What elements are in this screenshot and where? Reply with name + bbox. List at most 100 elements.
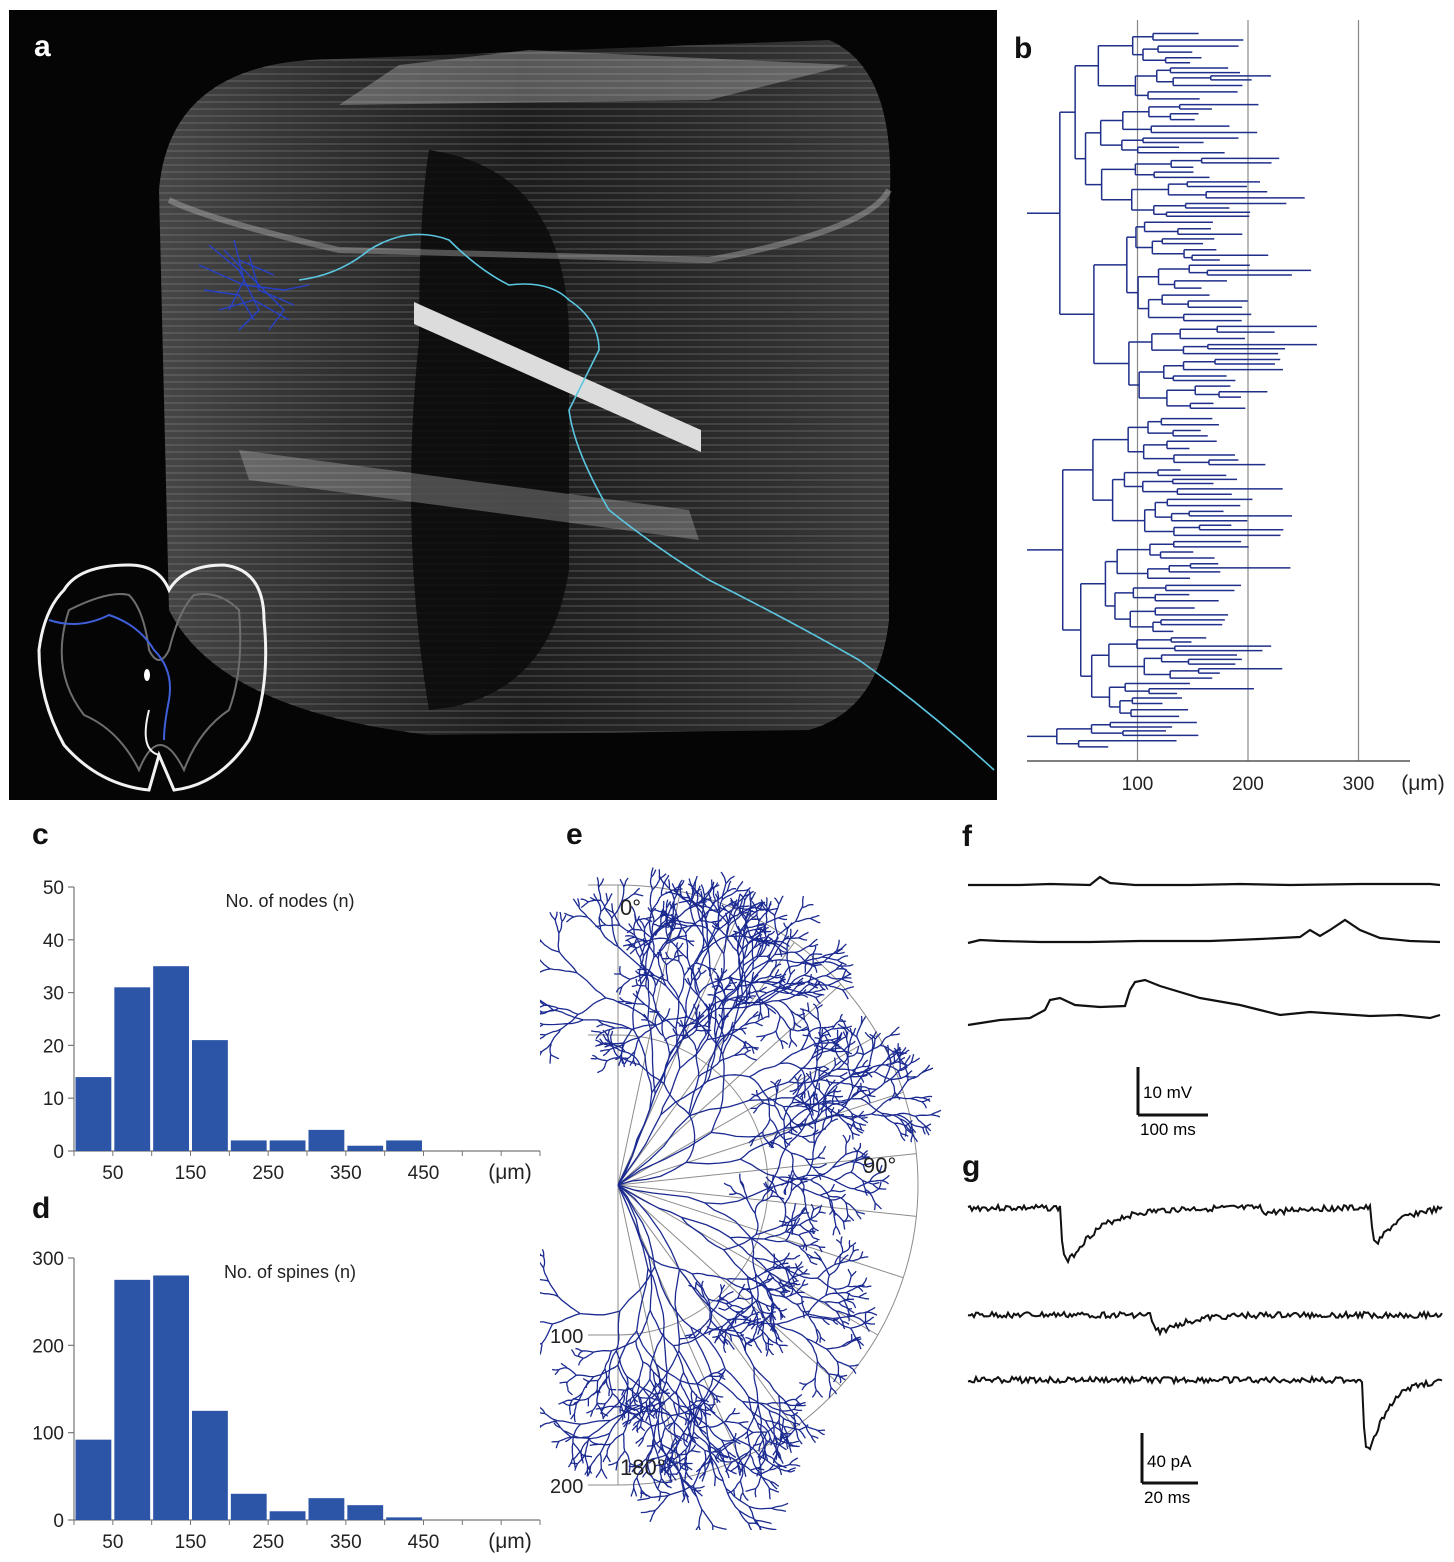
e-dendrite-segment [872,1183,879,1190]
e-dendrite-segment [555,1440,560,1449]
e-dendrite-segment [666,937,679,945]
e-dendrite-segment [804,986,815,995]
e-dendrite-segment [781,935,790,943]
histogram-bar [114,987,151,1151]
e-dendrite-segment [668,1460,672,1474]
e-dendrite-segment [709,1453,727,1489]
e-dendrite-segment [849,1054,865,1078]
e-dendrite-segment [606,1057,620,1062]
e-dendrite-segment [842,1246,851,1254]
e-dendrite-segment [761,1191,768,1202]
e-dendrite-segment [860,1150,869,1158]
e-dendrite-segment [701,946,709,954]
e-dendrite-segment [698,1418,703,1426]
e-dendrite-segment [704,1450,716,1457]
x-tick-label: 450 [408,1163,440,1184]
e-dendrite-segment [837,1032,843,1040]
e-dendrite-segment [801,896,804,908]
e-dendrite-segment [798,1424,809,1431]
e-dendrite-segment [608,1376,614,1394]
e-dendrite-segment [728,976,733,984]
e-dendrite-segment [651,912,655,923]
e-dendrite-segment [607,1406,615,1414]
e-dendrite-segment [824,1091,834,1098]
e-dendrite-segment [897,1070,902,1080]
e-dendrite-segment [623,1057,629,1065]
e-dendrite-segment [655,1410,658,1419]
y-tick-label: 30 [43,984,64,1005]
e-dendrite-segment [687,924,708,929]
e-dendrite-segment [726,1290,734,1295]
e-dendrite-segment [752,1325,759,1339]
e-dendrite-segment [798,1244,811,1247]
e-dendrite-segment [824,1097,827,1105]
e-dendrite-segment [786,937,792,951]
e-dendrite-segment [813,1045,824,1050]
e-dendrite-segment [802,1101,810,1112]
e-dendrite-segment [714,1398,721,1403]
e-dendrite-segment [672,908,689,921]
e-dendrite-segment [700,884,706,896]
e-dendrite-segment [769,1293,786,1299]
e-dendrite-segment [647,1019,657,1026]
e-dendrite-segment [848,1251,854,1261]
e-dendrite-segment [890,1033,901,1036]
e-dendrite-segment [692,971,696,982]
e-dendrite-segment [669,957,680,962]
e-dendrite-segment [730,1344,735,1350]
e-dendrite-segment [673,1333,705,1347]
e-dendrite-segment [660,1068,681,1115]
e-dendrite-segment [831,1095,835,1105]
e-dendrite-segment [796,1291,805,1294]
e-dendrite-segment [722,1455,728,1470]
e-dendrite-segment [800,1206,806,1214]
e-dendrite-segment [695,1282,702,1289]
e-dendrite-segment [909,1126,917,1134]
e-dendrite-segment [813,1095,826,1106]
e-dendrite-segment [778,1220,787,1224]
e-dendrite-segment [905,1119,913,1127]
e-dendrite-segment [699,1424,709,1429]
e-dendrite-segment [619,986,623,995]
e-dendrite-segment [808,1230,816,1234]
e-dendrite-segment [778,1443,787,1451]
e-dendrite-segment [782,1417,794,1424]
e-dendrite-segment [599,1432,611,1454]
e-dendrite-segment [706,906,718,913]
e-dendrite-segment [653,1479,661,1493]
e-dendrite-segment [739,910,747,920]
e-dendrite-segment [719,1054,735,1062]
e-dendrite-segment [739,1332,747,1343]
e-dendrite-segment [794,951,807,963]
e-dendrite-segment [793,1401,800,1410]
e-dendrite-segment [845,1031,849,1039]
e-dendrite-segment [799,1224,809,1232]
e-dendrite-segment [796,1217,801,1224]
e-dendrite-segment [617,1330,638,1366]
e-dendrite-segment [775,1192,786,1205]
e-dendrite-segment [764,1231,786,1240]
e-dendrite-segment [815,1328,819,1339]
e-dendrite-segment [646,1444,654,1447]
e-dendrite-segment [621,978,631,987]
e-dendrite-segment [726,923,730,937]
e-dendrite-segment [844,1202,849,1215]
e-dendrite-segment [574,1354,584,1359]
e-dendrite-segment [633,1029,653,1093]
e-dendrite-segment [741,949,745,966]
e-dendrite-segment [589,1439,599,1445]
e-dendrite-segment [665,985,688,1018]
e-dendrite-segment [711,1127,785,1138]
e-dendrite-segment [550,1054,560,1060]
e-dendrite-segment [578,906,588,918]
e-dendrite-segment [660,1439,663,1448]
e-dendrite-segment [576,1374,594,1378]
e-dendrite-segment [742,1492,749,1502]
e-dendrite-segment [687,1035,698,1052]
e-dendrite-segment [550,968,578,974]
e-dendrite-segment [768,907,778,912]
e-dendrite-segment [649,1412,656,1419]
e-dendrite-segment [712,1525,714,1530]
e-dendrite-segment [722,1015,729,1020]
